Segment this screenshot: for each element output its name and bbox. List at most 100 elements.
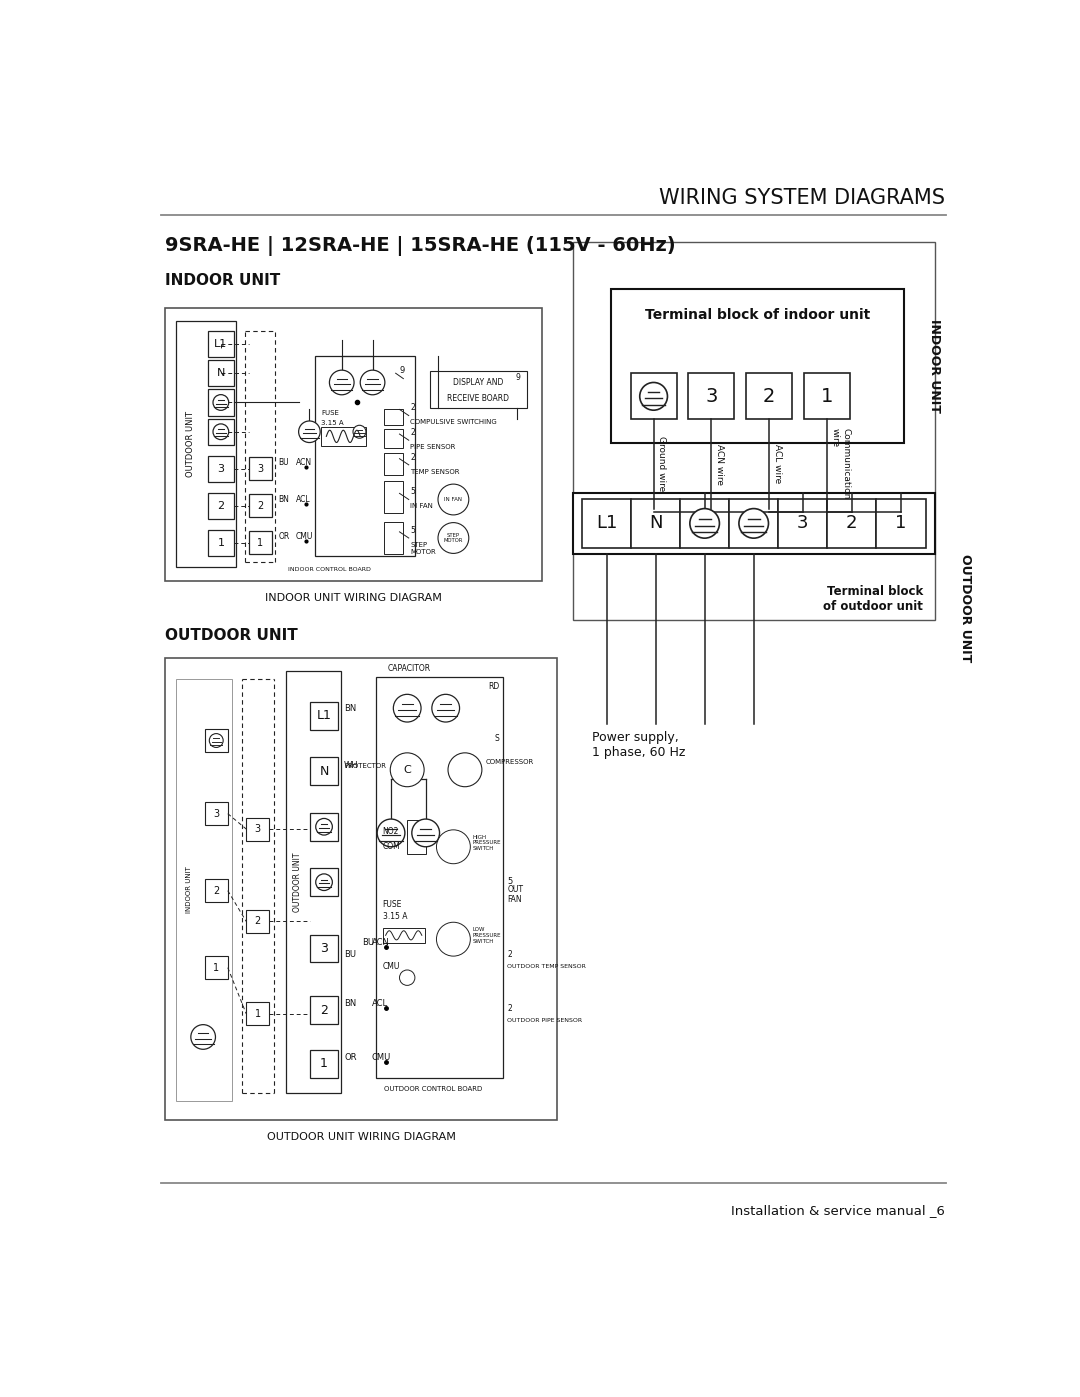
Text: 5: 5 <box>508 877 513 886</box>
Bar <box>631 373 677 419</box>
Bar <box>176 679 231 1101</box>
Text: ACN wire: ACN wire <box>715 444 725 485</box>
Text: ACL: ACL <box>296 495 310 504</box>
Text: INDOOR UNIT: INDOOR UNIT <box>186 866 191 914</box>
Text: OUTDOOR PIPE SENSOR: OUTDOOR PIPE SENSOR <box>508 1017 582 1023</box>
Text: CMU: CMU <box>382 961 400 971</box>
Bar <box>804 373 850 419</box>
Text: 3: 3 <box>255 824 261 834</box>
Text: Terminal block of indoor unit: Terminal block of indoor unit <box>645 309 870 323</box>
Bar <box>310 1051 338 1077</box>
Bar <box>310 996 338 1024</box>
Bar <box>310 869 338 895</box>
Text: 3: 3 <box>213 809 219 819</box>
Bar <box>876 499 926 548</box>
Bar <box>827 499 877 548</box>
Text: INDOOR CONTROL BOARD: INDOOR CONTROL BOARD <box>288 567 370 573</box>
Text: OUTDOOR TEMP SENSOR: OUTDOOR TEMP SENSOR <box>508 964 586 968</box>
Text: ACN: ACN <box>296 458 312 467</box>
Circle shape <box>390 753 424 787</box>
Bar <box>778 499 827 548</box>
Circle shape <box>393 694 421 722</box>
Bar <box>310 935 338 963</box>
Text: N: N <box>320 764 328 778</box>
Bar <box>207 419 234 444</box>
Text: OUTDOOR UNIT: OUTDOOR UNIT <box>959 555 972 662</box>
Text: 9: 9 <box>515 373 521 381</box>
Text: L1: L1 <box>316 710 332 722</box>
Circle shape <box>329 370 354 395</box>
Bar <box>207 360 234 387</box>
Text: BN: BN <box>345 704 356 712</box>
Text: 2: 2 <box>217 500 225 511</box>
Text: OUTDOOR UNIT WIRING DIAGRAM: OUTDOOR UNIT WIRING DIAGRAM <box>267 1132 456 1143</box>
Bar <box>384 453 403 475</box>
Bar <box>176 321 237 567</box>
Bar <box>205 956 228 979</box>
Text: Power supply,
1 phase, 60 Hz: Power supply, 1 phase, 60 Hz <box>592 731 686 760</box>
Bar <box>377 678 503 1077</box>
Text: BU: BU <box>345 950 356 960</box>
Text: HIGH
PRESSURE
SWITCH: HIGH PRESSURE SWITCH <box>473 834 501 851</box>
Text: OR: OR <box>345 1053 356 1062</box>
Bar <box>572 242 934 620</box>
Bar <box>310 757 338 785</box>
Text: 2: 2 <box>846 514 858 532</box>
Text: 1: 1 <box>213 963 219 972</box>
Bar <box>205 729 228 752</box>
Bar <box>688 373 734 419</box>
Text: N: N <box>649 514 662 532</box>
Bar <box>407 820 427 855</box>
Circle shape <box>448 753 482 787</box>
Text: IN FAN: IN FAN <box>410 503 433 510</box>
Bar <box>164 658 557 1120</box>
Text: 9: 9 <box>400 366 405 376</box>
Text: 3: 3 <box>320 942 328 956</box>
Text: CAPACITOR: CAPACITOR <box>388 664 431 672</box>
Text: IN FAN: IN FAN <box>444 497 462 502</box>
Text: PIPE SENSOR: PIPE SENSOR <box>410 444 456 450</box>
Text: Installation & service manual _6: Installation & service manual _6 <box>731 1204 945 1218</box>
Circle shape <box>438 522 469 553</box>
Text: 5: 5 <box>410 488 415 496</box>
Text: 1: 1 <box>255 1009 261 1018</box>
Bar <box>246 1002 269 1025</box>
Text: L1: L1 <box>596 514 617 532</box>
Text: 3: 3 <box>257 464 264 474</box>
Circle shape <box>213 394 229 411</box>
Circle shape <box>210 733 224 747</box>
Text: 2: 2 <box>410 453 415 461</box>
Text: 2: 2 <box>508 1004 512 1013</box>
Text: 3: 3 <box>217 464 225 474</box>
Text: CMU: CMU <box>296 532 313 541</box>
Text: WIRING SYSTEM DIAGRAMS: WIRING SYSTEM DIAGRAMS <box>659 187 945 208</box>
Circle shape <box>191 1024 216 1049</box>
Circle shape <box>361 370 384 395</box>
Bar <box>207 493 234 518</box>
Text: OR: OR <box>279 532 289 541</box>
Text: 3: 3 <box>705 387 717 407</box>
Bar <box>207 390 234 415</box>
Text: 2: 2 <box>213 886 219 895</box>
Bar <box>205 802 228 826</box>
Bar <box>430 372 527 408</box>
Text: INDOOR UNIT: INDOOR UNIT <box>164 274 280 288</box>
Text: STEP
MOTOR: STEP MOTOR <box>444 532 463 543</box>
Circle shape <box>438 485 469 515</box>
Text: COM: COM <box>382 842 401 851</box>
Bar <box>207 331 234 358</box>
Circle shape <box>411 819 440 847</box>
Text: WH: WH <box>345 760 359 770</box>
Bar <box>746 373 793 419</box>
Text: LOW
PRESSURE
SWITCH: LOW PRESSURE SWITCH <box>473 928 501 943</box>
Text: DISPLAY AND: DISPLAY AND <box>454 379 503 387</box>
Text: RD: RD <box>488 682 500 692</box>
Text: OUTDOOR UNIT: OUTDOOR UNIT <box>294 852 302 912</box>
Bar <box>248 495 272 517</box>
Text: TEMP SENSOR: TEMP SENSOR <box>410 469 460 475</box>
Bar <box>205 879 228 902</box>
Text: Communication
wire: Communication wire <box>831 429 850 500</box>
Text: 3.15 A: 3.15 A <box>321 420 343 426</box>
Bar <box>248 457 272 481</box>
Circle shape <box>213 423 229 440</box>
